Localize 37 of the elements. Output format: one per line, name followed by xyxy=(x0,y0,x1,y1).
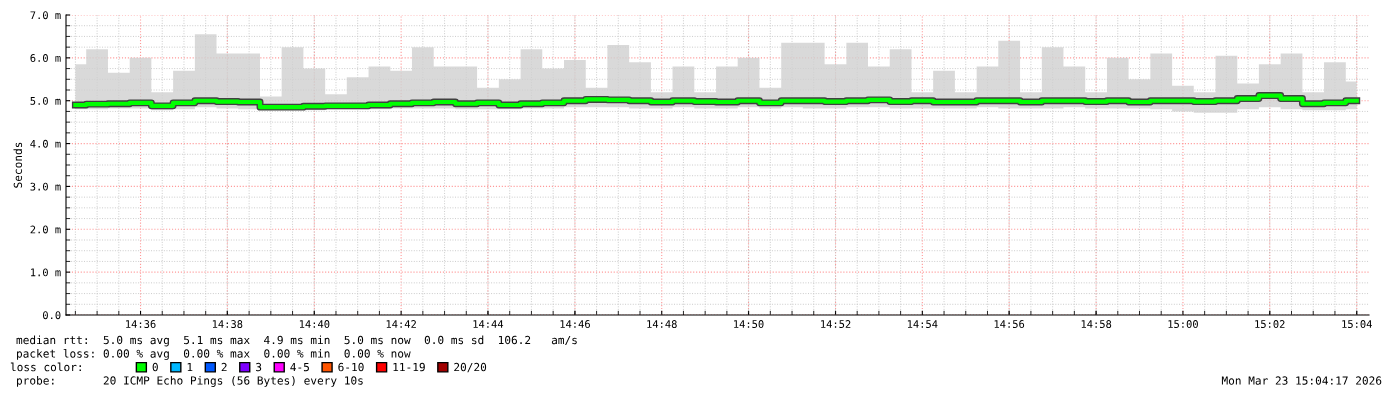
text: packet loss: 0.00 % avg 0.00 % max 0.00 % min 0.00 % now xyxy=(17,349,411,360)
y-tick-label: 7.0 m xyxy=(30,11,61,20)
text: median rtt: 5.0 ms avg 5.1 ms max 4.9 ms min 5.0 ms now 0.0 ms sd 106.2 am/s xyxy=(16,335,577,347)
x-tick-label: 14:58 xyxy=(1081,320,1112,328)
x-tick-label: 14:50 xyxy=(734,320,764,328)
y-tick-label: 0.0 xyxy=(43,311,61,320)
x-tick-label: 14:48 xyxy=(647,320,677,328)
y-tick-label: 3.0 m xyxy=(30,182,61,191)
x-tick-label: 15:00 xyxy=(1168,320,1198,328)
x-tick-label: 14:52 xyxy=(821,320,851,328)
legend-label: 0 xyxy=(152,362,158,372)
x-tick-label: 15:04 xyxy=(1342,320,1372,328)
legend-label: 3 xyxy=(256,362,262,372)
x-tick-label: 14:46 xyxy=(560,320,590,328)
y-tick-label: 4.0 m xyxy=(30,139,61,148)
x-tick-label: 15:02 xyxy=(1255,320,1285,328)
text: Mon Mar 23 15:04:17 2026 xyxy=(1221,376,1382,385)
y-tick-label: 1.0 m xyxy=(31,268,61,277)
legend-title: loss color: xyxy=(10,362,81,372)
y-tick-label: 5.0 m xyxy=(30,96,61,105)
x-tick-label: 14:38 xyxy=(212,320,243,328)
legend-label: 6-10 xyxy=(338,362,364,372)
legend-label: 2 xyxy=(221,362,227,372)
x-tick-label: 14:54 xyxy=(907,320,938,328)
x-tick-label: 14:36 xyxy=(126,320,156,328)
text: probe: 20 ICMP Echo Pings (56 Bytes) every 10s xyxy=(17,376,363,387)
legend-label: 11-19 xyxy=(393,362,425,372)
legend-label: 4-5 xyxy=(290,362,309,372)
x-tick-label: 14:44 xyxy=(473,320,504,328)
x-tick-label: 14:56 xyxy=(994,320,1025,328)
legend-label: 20/20 xyxy=(454,362,487,373)
y-tick-label: 2.0 m xyxy=(30,225,61,234)
legend-label: 1 xyxy=(187,362,193,372)
y-tick-label: 6.0 m xyxy=(30,54,61,62)
y-axis-title: Seconds xyxy=(13,142,23,188)
x-tick-label: 14:42 xyxy=(386,320,416,328)
x-tick-label: 14:40 xyxy=(299,320,330,328)
